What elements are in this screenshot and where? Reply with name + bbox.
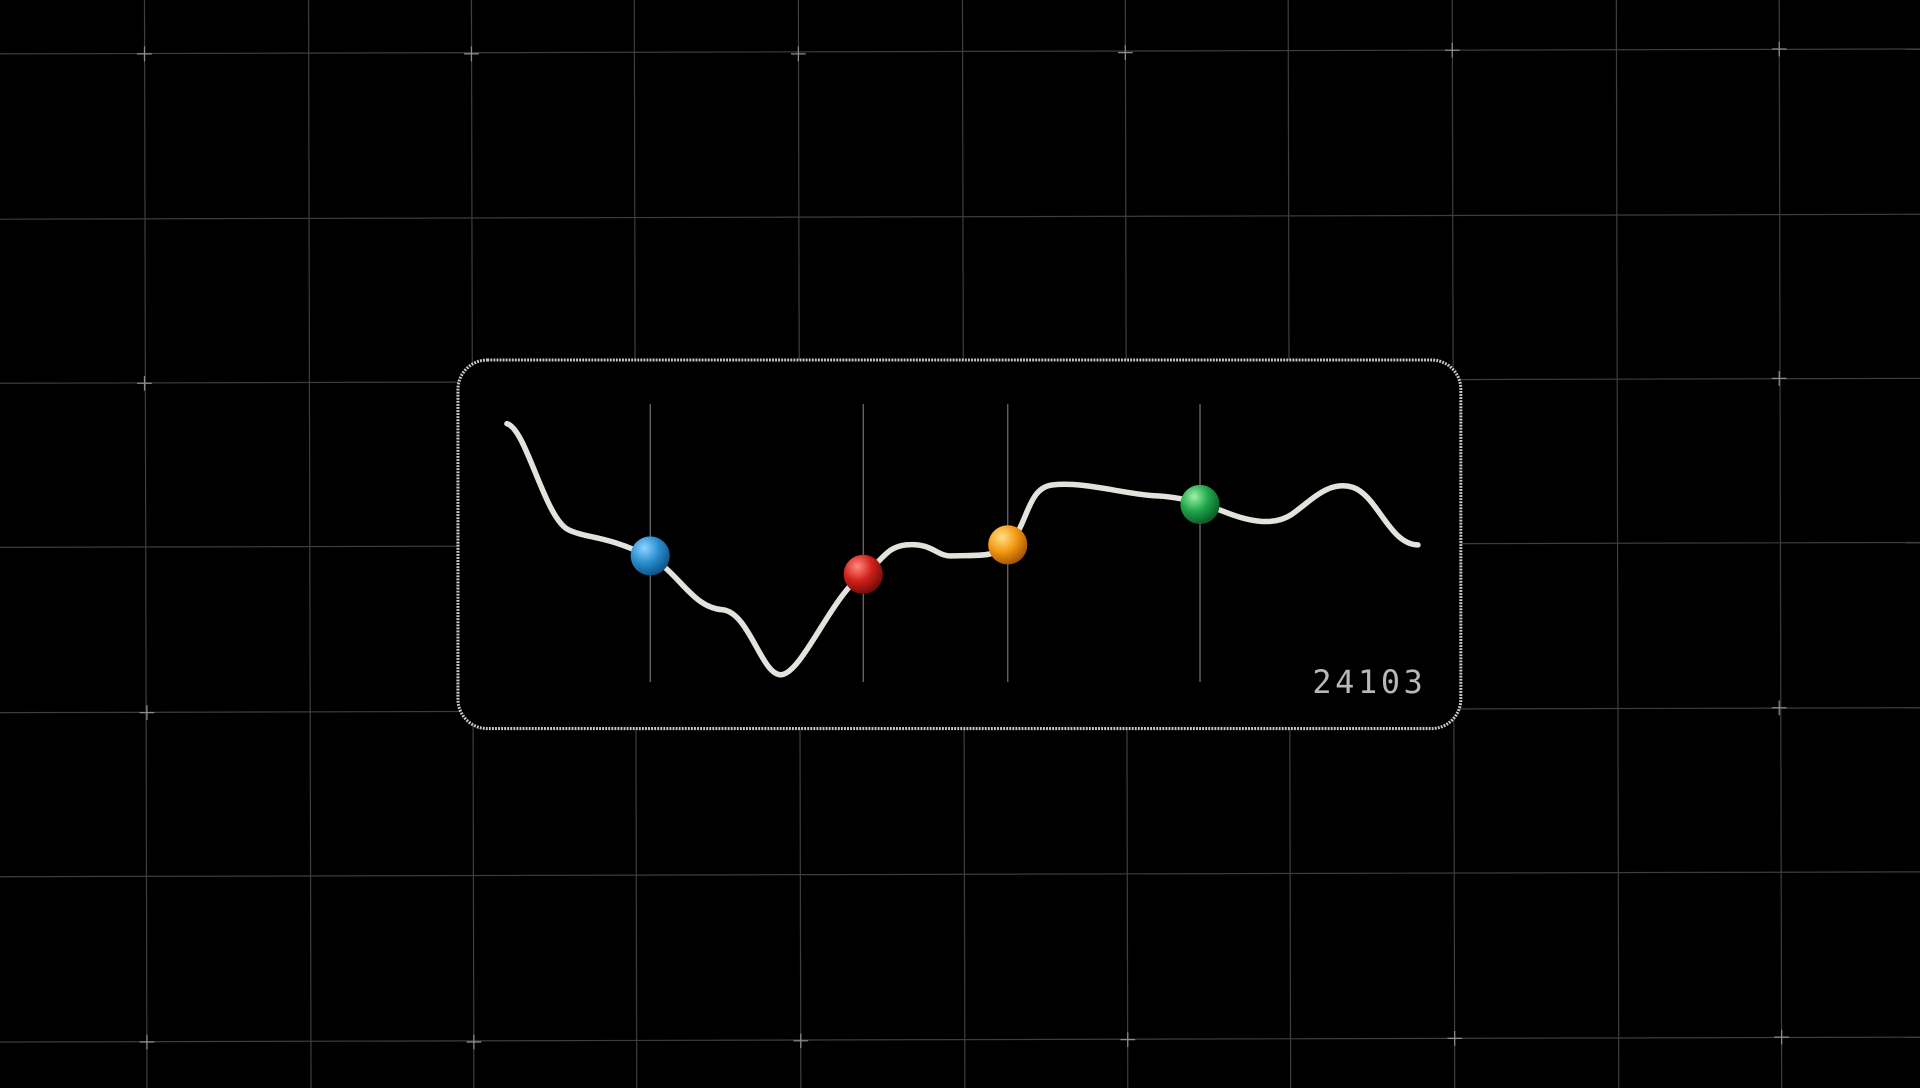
marker-red — [843, 554, 883, 594]
grid-markers — [137, 41, 1789, 1050]
readout: 24103 — [1312, 663, 1426, 701]
marker-orange — [988, 525, 1028, 565]
marker-green — [1180, 484, 1220, 525]
marker-blue — [630, 536, 670, 576]
panel — [456, 358, 1463, 731]
